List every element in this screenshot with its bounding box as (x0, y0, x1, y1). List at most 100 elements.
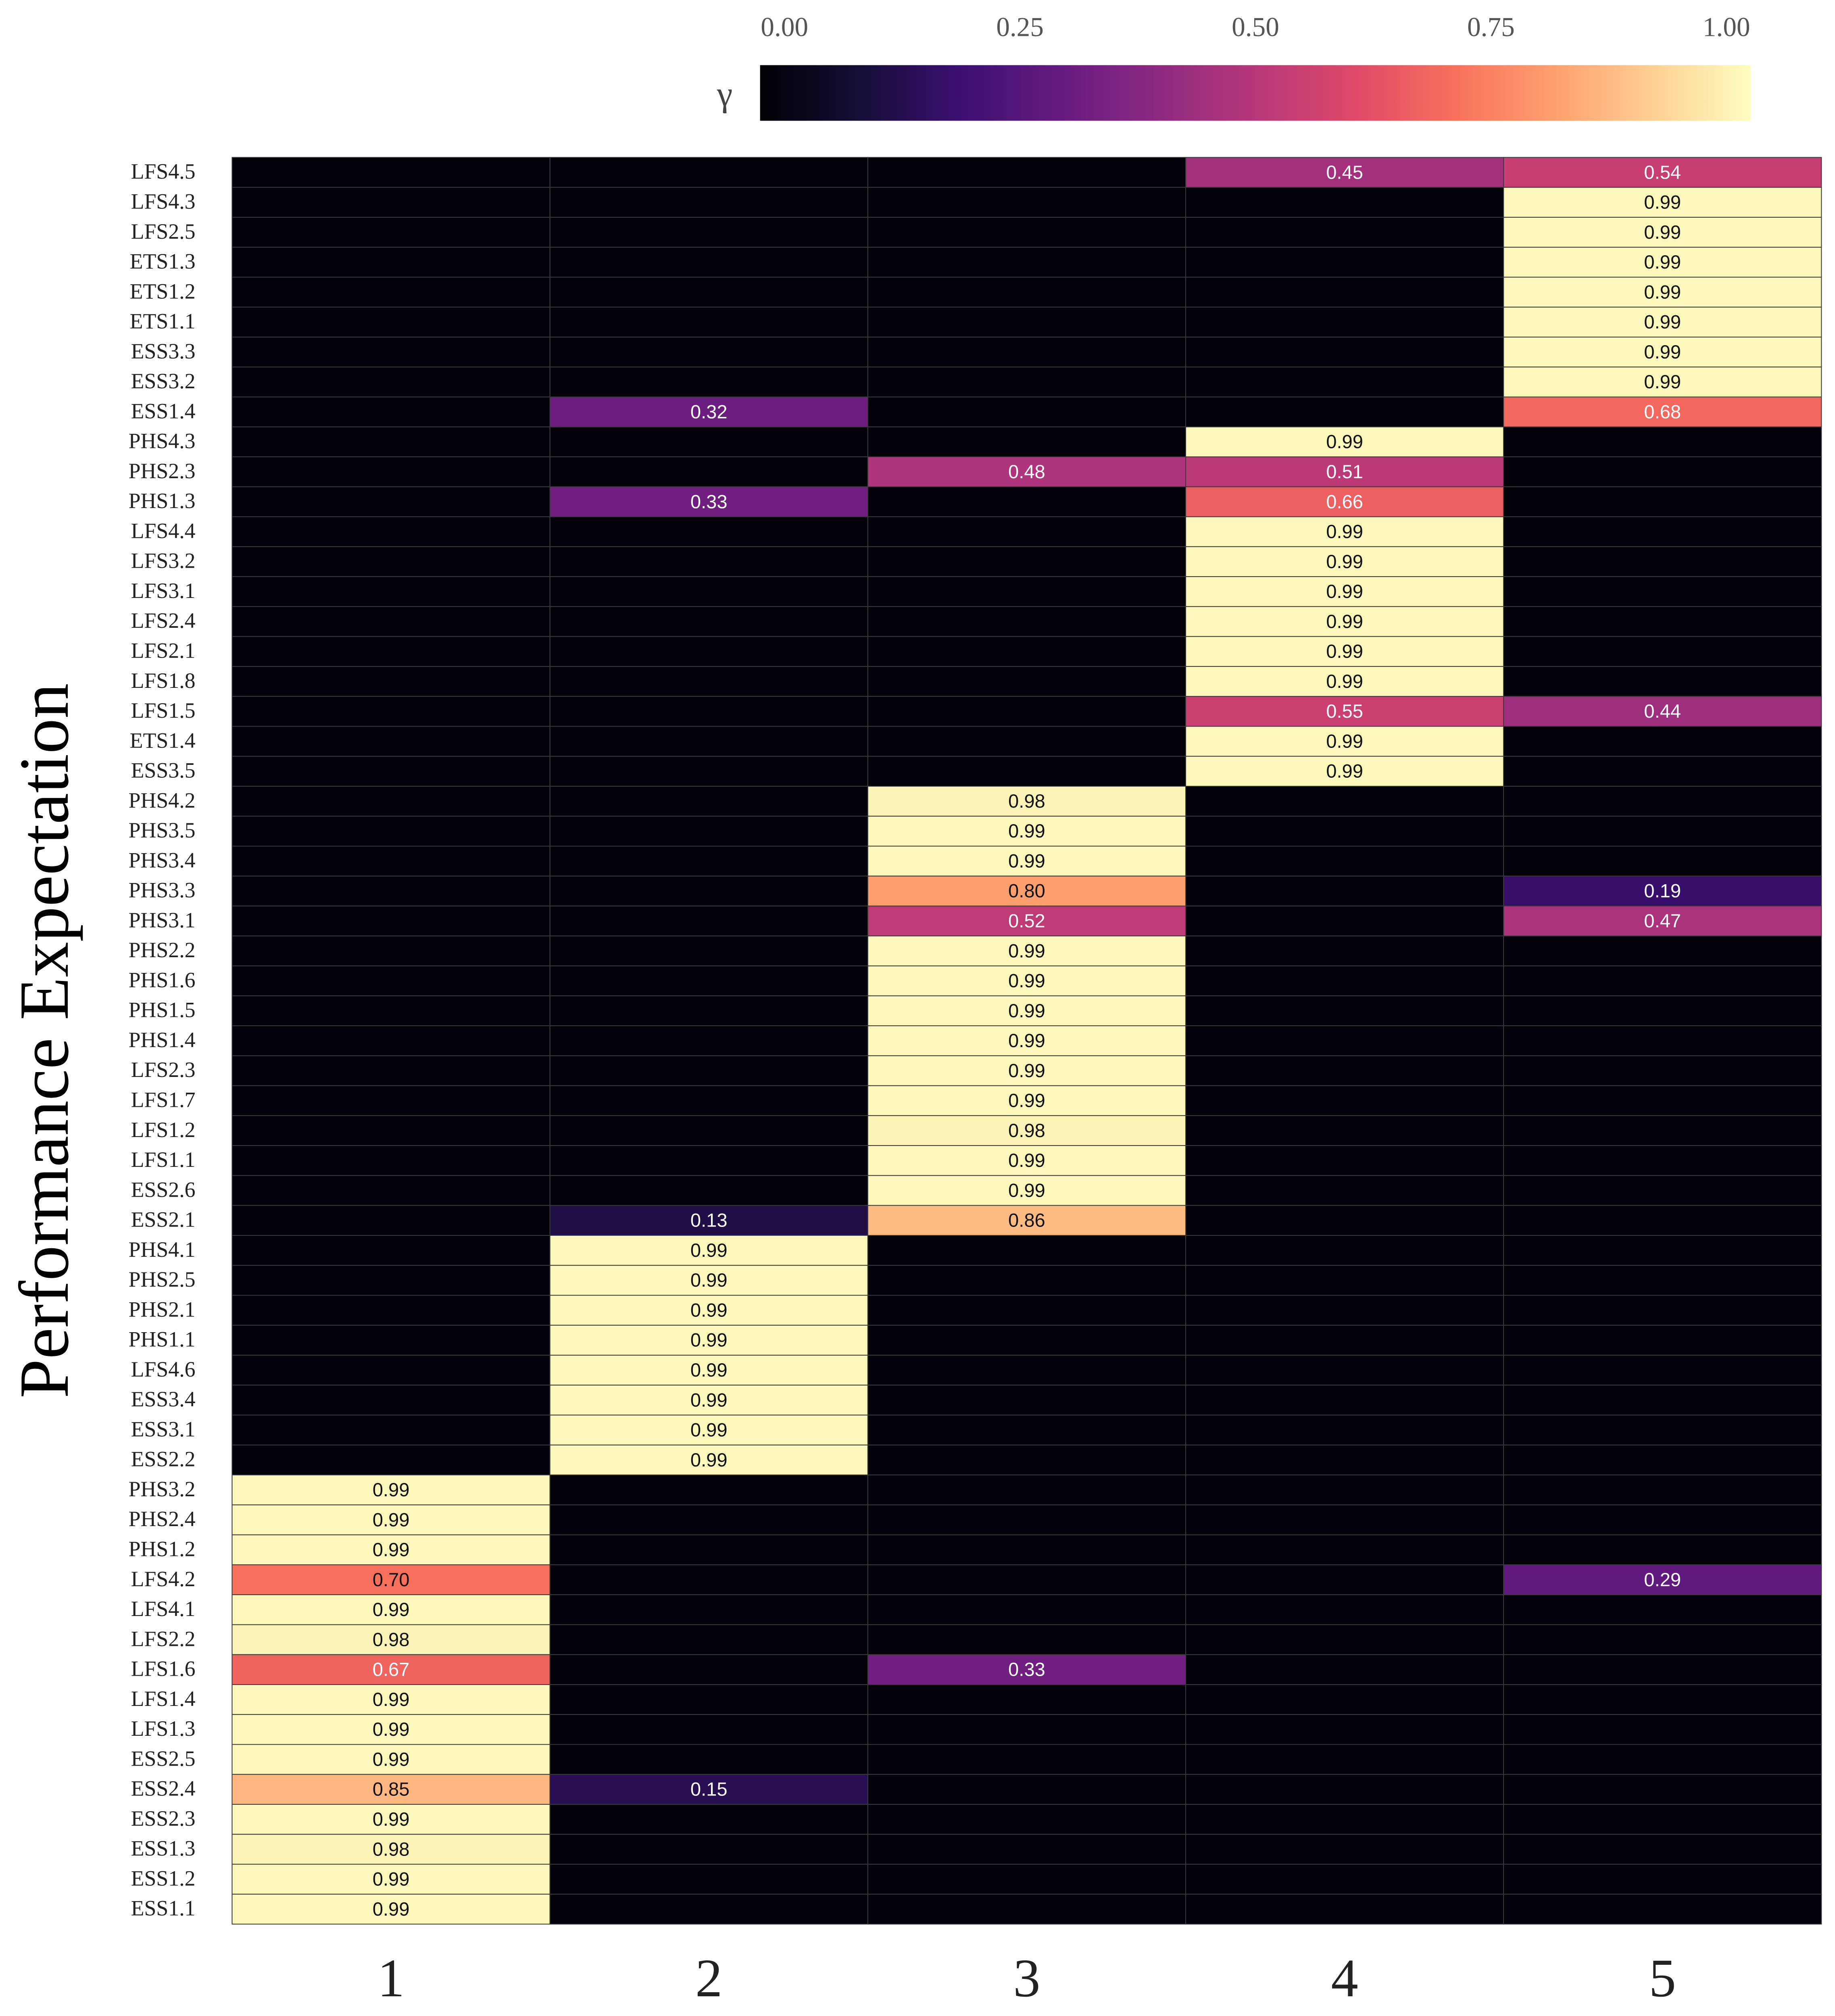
cell (1503, 696, 1822, 727)
cell (867, 1834, 1186, 1865)
cell (549, 1025, 868, 1056)
cell (1503, 995, 1822, 1027)
cell (231, 1624, 550, 1655)
cell (867, 1534, 1186, 1565)
cell (1185, 1205, 1504, 1236)
cell-label: 0.99 (1326, 431, 1363, 452)
cell (231, 935, 550, 966)
y-tick-label: LFS1.8 (131, 669, 196, 693)
cell (231, 336, 550, 368)
y-tick-label: PHS4.1 (129, 1237, 196, 1262)
cell-label: 0.67 (373, 1659, 410, 1680)
y-tick-label: PHS2.5 (129, 1267, 196, 1291)
cell (549, 157, 868, 188)
cell (1185, 1804, 1504, 1835)
cell (1503, 1893, 1822, 1925)
y-tick-label: PHS4.3 (129, 429, 196, 453)
cell (549, 846, 868, 877)
cell (1503, 396, 1822, 427)
cell (549, 965, 868, 996)
cell (1185, 1265, 1504, 1296)
y-tick-label: PHS1.1 (129, 1327, 196, 1352)
cell (867, 247, 1186, 278)
cell (867, 726, 1186, 757)
cell (231, 1355, 550, 1386)
y-tick-label: LFS1.3 (131, 1716, 196, 1741)
cell-label: 0.33 (690, 491, 728, 512)
cell-label: 0.99 (690, 1239, 728, 1261)
cell (231, 965, 550, 996)
cell (1185, 1714, 1504, 1745)
colorbar-tick-label: 1.00 (1703, 12, 1750, 42)
cell (549, 1205, 868, 1236)
y-tick-label: PHS3.3 (129, 878, 196, 902)
y-tick-label: ESS3.1 (131, 1417, 196, 1441)
cell (1503, 1864, 1822, 1895)
cell-label: 0.99 (1326, 610, 1363, 632)
cell-label: 0.99 (1644, 371, 1681, 392)
y-tick-label: LFS4.4 (131, 519, 196, 543)
cell (1503, 1115, 1822, 1146)
cell (231, 306, 550, 337)
cell (231, 606, 550, 637)
cell (231, 1385, 550, 1416)
cell (1503, 1414, 1822, 1445)
cell (549, 1744, 868, 1775)
cell (1185, 875, 1504, 907)
cell (867, 785, 1186, 817)
cell (867, 1085, 1186, 1116)
cell (1503, 1804, 1822, 1835)
cell-label: 0.13 (690, 1210, 728, 1231)
cell-label: 0.99 (373, 1509, 410, 1530)
cell (1503, 217, 1822, 248)
y-tick-label: ESS2.4 (131, 1776, 196, 1801)
y-tick-label: ESS1.1 (131, 1896, 196, 1920)
cell (867, 1414, 1186, 1445)
y-tick-label: PHS1.2 (129, 1537, 196, 1561)
cell (549, 1684, 868, 1715)
cell (231, 456, 550, 487)
cell (549, 1624, 868, 1655)
cell-label: 0.99 (1326, 760, 1363, 782)
y-tick-label: LFS4.3 (131, 190, 196, 214)
cell-label: 0.99 (1326, 641, 1363, 662)
cell (549, 1475, 868, 1506)
cell (549, 367, 868, 398)
cell-label: 0.99 (1008, 1060, 1045, 1081)
cell (867, 1385, 1186, 1416)
cell (867, 1444, 1186, 1476)
cell (231, 995, 550, 1027)
cell (1185, 1235, 1504, 1266)
x-tick-label: 3 (1013, 1948, 1040, 2008)
cell (1185, 486, 1504, 517)
y-tick-label: LFS3.2 (131, 549, 196, 573)
cell-label: 0.80 (1008, 880, 1045, 902)
y-tick-label: PHS2.1 (129, 1297, 196, 1321)
y-tick-label: ESS3.4 (131, 1387, 196, 1411)
cell (231, 636, 550, 667)
cell (867, 1055, 1186, 1086)
cell (231, 1295, 550, 1326)
cell (549, 935, 868, 966)
cell (1185, 606, 1504, 637)
cell (867, 1325, 1186, 1356)
cell (231, 1175, 550, 1206)
cell (1503, 1744, 1822, 1775)
cell (549, 1714, 868, 1745)
cell (231, 187, 550, 218)
y-tick-label: LFS4.6 (131, 1357, 196, 1381)
cell (549, 1504, 868, 1535)
cell (1185, 157, 1504, 188)
y-tick-label: ESS2.3 (131, 1806, 196, 1831)
cell (231, 785, 550, 817)
cell (549, 636, 868, 667)
cell-label: 0.33 (1008, 1659, 1045, 1680)
cell (549, 1534, 868, 1565)
cell (867, 1235, 1186, 1266)
cell (1503, 1295, 1822, 1326)
cell (231, 1265, 550, 1296)
cell (549, 456, 868, 487)
cell (231, 486, 550, 517)
cell (231, 1414, 550, 1445)
